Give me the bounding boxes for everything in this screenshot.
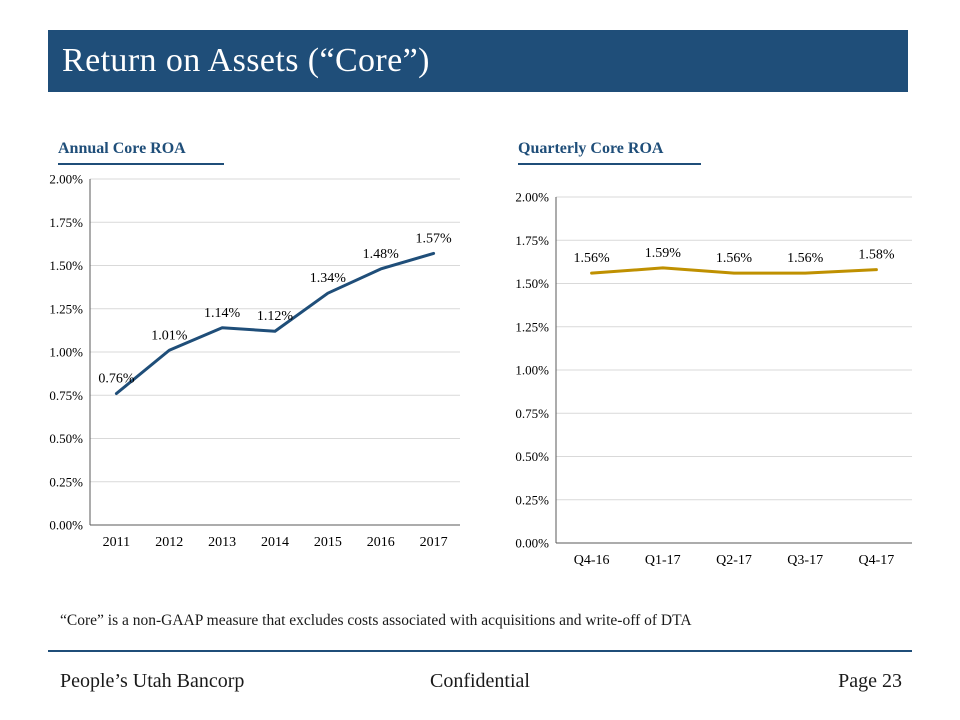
svg-text:2014: 2014 bbox=[261, 535, 289, 550]
svg-text:1.01%: 1.01% bbox=[151, 328, 188, 343]
svg-text:1.25%: 1.25% bbox=[515, 319, 549, 334]
svg-text:Q1-17: Q1-17 bbox=[645, 553, 681, 568]
svg-text:2.00%: 2.00% bbox=[49, 172, 83, 187]
svg-text:1.00%: 1.00% bbox=[515, 363, 549, 378]
footnote: “Core” is a non-GAAP measure that exclud… bbox=[60, 612, 692, 629]
footer-page-number: Page 23 bbox=[838, 670, 902, 692]
annual-core-roa-chart: Annual Core ROA 0.00% 0.25% 0.50% 0.75% 1.00… bbox=[48, 140, 478, 567]
quarterly-chart-canvas: 0.00% 0.25% 0.50% 0.75% 1.00% 1.25% 1.50% 1.75%… bbox=[515, 190, 912, 568]
quarterly-chart-title: Quarterly Core ROA bbox=[518, 140, 702, 165]
svg-text:0.25%: 0.25% bbox=[515, 492, 549, 507]
svg-text:1.56%: 1.56% bbox=[574, 251, 611, 266]
svg-text:0.00%: 0.00% bbox=[515, 536, 549, 551]
svg-text:1.59%: 1.59% bbox=[645, 246, 682, 261]
svg-text:1.34%: 1.34% bbox=[310, 271, 347, 286]
svg-text:1.75%: 1.75% bbox=[515, 233, 549, 248]
svg-text:1.57%: 1.57% bbox=[415, 231, 452, 246]
svg-text:0.75%: 0.75% bbox=[49, 388, 83, 403]
quarterly-core-roa-chart: Quarterly Core ROA 0.00% 0.25% 0.50% 0.75% 1… bbox=[508, 140, 928, 585]
svg-text:1.12%: 1.12% bbox=[257, 309, 294, 324]
svg-text:0.00%: 0.00% bbox=[49, 518, 83, 533]
svg-text:0.50%: 0.50% bbox=[49, 431, 83, 446]
svg-text:2016: 2016 bbox=[367, 535, 395, 550]
svg-text:2012: 2012 bbox=[155, 535, 183, 550]
svg-text:1.14%: 1.14% bbox=[204, 306, 241, 321]
svg-text:1.00%: 1.00% bbox=[49, 345, 83, 360]
svg-text:2.00%: 2.00% bbox=[515, 190, 549, 205]
footer: People’s Utah Bancorp Confidential Page … bbox=[48, 670, 912, 702]
svg-text:2017: 2017 bbox=[420, 535, 448, 550]
svg-text:1.75%: 1.75% bbox=[49, 215, 83, 230]
svg-text:1.56%: 1.56% bbox=[716, 251, 753, 266]
svg-text:1.56%: 1.56% bbox=[787, 251, 824, 266]
footer-confidential: Confidential bbox=[430, 670, 530, 692]
svg-text:1.58%: 1.58% bbox=[858, 248, 895, 263]
svg-text:Q4-16: Q4-16 bbox=[574, 553, 610, 568]
slide-title-bar: Return on Assets (“Core”) bbox=[48, 30, 908, 92]
footer-company: People’s Utah Bancorp bbox=[60, 670, 245, 692]
annual-chart-title: Annual Core ROA bbox=[58, 140, 224, 165]
svg-text:2015: 2015 bbox=[314, 535, 342, 550]
svg-text:1.50%: 1.50% bbox=[49, 258, 83, 273]
svg-text:1.25%: 1.25% bbox=[49, 301, 83, 316]
svg-text:0.50%: 0.50% bbox=[515, 449, 549, 464]
svg-text:0.76%: 0.76% bbox=[98, 372, 135, 387]
footer-divider bbox=[48, 650, 912, 652]
svg-text:2013: 2013 bbox=[208, 535, 236, 550]
svg-text:Q2-17: Q2-17 bbox=[716, 553, 752, 568]
annual-chart-canvas: 0.00% 0.25% 0.50% 0.75% 1.00% 1.25% 1.50% 1.75%… bbox=[49, 172, 460, 550]
svg-text:1.48%: 1.48% bbox=[363, 247, 400, 262]
svg-text:Q4-17: Q4-17 bbox=[859, 553, 895, 568]
svg-text:0.75%: 0.75% bbox=[515, 406, 549, 421]
svg-text:Q3-17: Q3-17 bbox=[787, 553, 823, 568]
svg-text:0.25%: 0.25% bbox=[49, 474, 83, 489]
svg-text:1.50%: 1.50% bbox=[515, 276, 549, 291]
slide-title: Return on Assets (“Core”) bbox=[62, 42, 430, 79]
svg-text:2011: 2011 bbox=[103, 535, 130, 550]
